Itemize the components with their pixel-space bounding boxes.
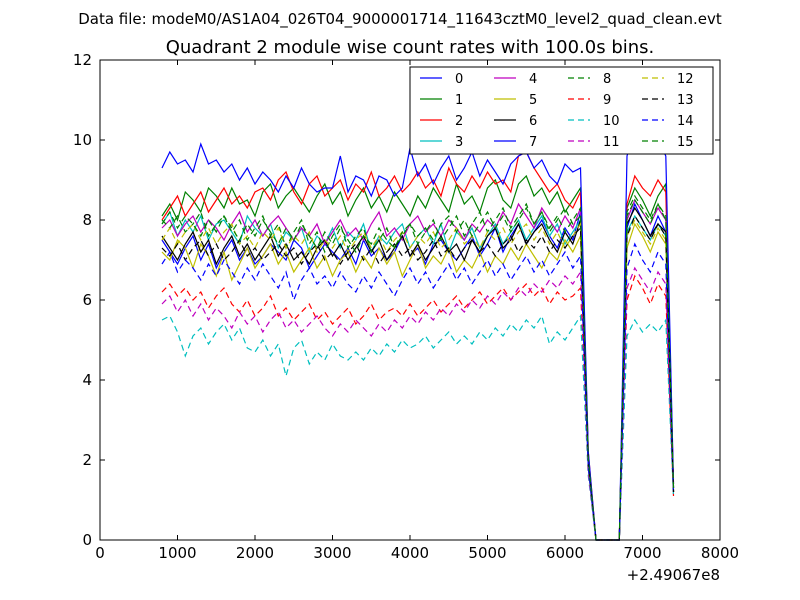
series-line-12 bbox=[161, 218, 675, 541]
series-line-14 bbox=[161, 242, 675, 541]
legend-label-6: 6 bbox=[529, 114, 537, 129]
legend-label-1: 1 bbox=[455, 93, 463, 108]
y-tick-label: 2 bbox=[82, 451, 92, 469]
axis-ticks: 0 1000 2000 3000 4000 5000 6000 7000 80000246810… bbox=[73, 51, 739, 562]
y-tick-label: 6 bbox=[82, 291, 92, 309]
x-tick-label: 0 bbox=[95, 544, 105, 562]
series-line-10 bbox=[161, 314, 675, 541]
suptitle: Data file: modeM0/AS1A04_026T04_90000017… bbox=[78, 10, 722, 29]
x-tick-label: 7000 bbox=[623, 544, 661, 562]
legend-label-11: 11 bbox=[603, 135, 620, 150]
legend-label-2: 2 bbox=[455, 114, 463, 129]
legend-label-8: 8 bbox=[603, 72, 611, 87]
x-tick-label: 2000 bbox=[236, 544, 274, 562]
x-tick-label: 8000 bbox=[701, 544, 739, 562]
y-tick-label: 10 bbox=[73, 131, 92, 149]
x-offset-text: +2.49067e8 bbox=[627, 566, 720, 584]
x-tick-label: 4000 bbox=[391, 544, 429, 562]
series-line-4 bbox=[161, 198, 675, 541]
series-line-2 bbox=[161, 151, 675, 541]
series-line-9 bbox=[161, 274, 675, 541]
legend-label-5: 5 bbox=[529, 93, 537, 108]
series-line-15 bbox=[161, 198, 675, 541]
series-line-5 bbox=[161, 222, 675, 541]
legend-label-13: 13 bbox=[677, 93, 694, 108]
series-line-1 bbox=[161, 174, 675, 541]
legend-label-14: 14 bbox=[677, 114, 694, 129]
y-tick-label: 4 bbox=[82, 371, 92, 389]
y-tick-label: 0 bbox=[82, 531, 92, 549]
legend-label-7: 7 bbox=[529, 135, 537, 150]
plot-area bbox=[161, 130, 675, 541]
x-tick-label: 1000 bbox=[158, 544, 196, 562]
legend-frame bbox=[409, 66, 714, 155]
legend-label-9: 9 bbox=[603, 93, 611, 108]
legend-label-15: 15 bbox=[677, 135, 694, 150]
series-line-3 bbox=[161, 210, 675, 541]
legend-label-0: 0 bbox=[455, 72, 463, 87]
x-tick-label: 6000 bbox=[546, 544, 584, 562]
legend-label-10: 10 bbox=[603, 114, 620, 129]
legend-label-12: 12 bbox=[677, 72, 694, 87]
y-tick-label: 12 bbox=[73, 51, 92, 69]
legend-label-4: 4 bbox=[529, 72, 537, 87]
x-tick-label: 3000 bbox=[313, 544, 351, 562]
chart-title: Quadrant 2 module wise count rates with … bbox=[166, 37, 655, 58]
series-line-7 bbox=[161, 130, 675, 541]
x-tick-label: 5000 bbox=[468, 544, 506, 562]
series-line-11 bbox=[161, 266, 675, 541]
legend-label-3: 3 bbox=[455, 135, 463, 150]
y-tick-label: 8 bbox=[82, 211, 92, 229]
